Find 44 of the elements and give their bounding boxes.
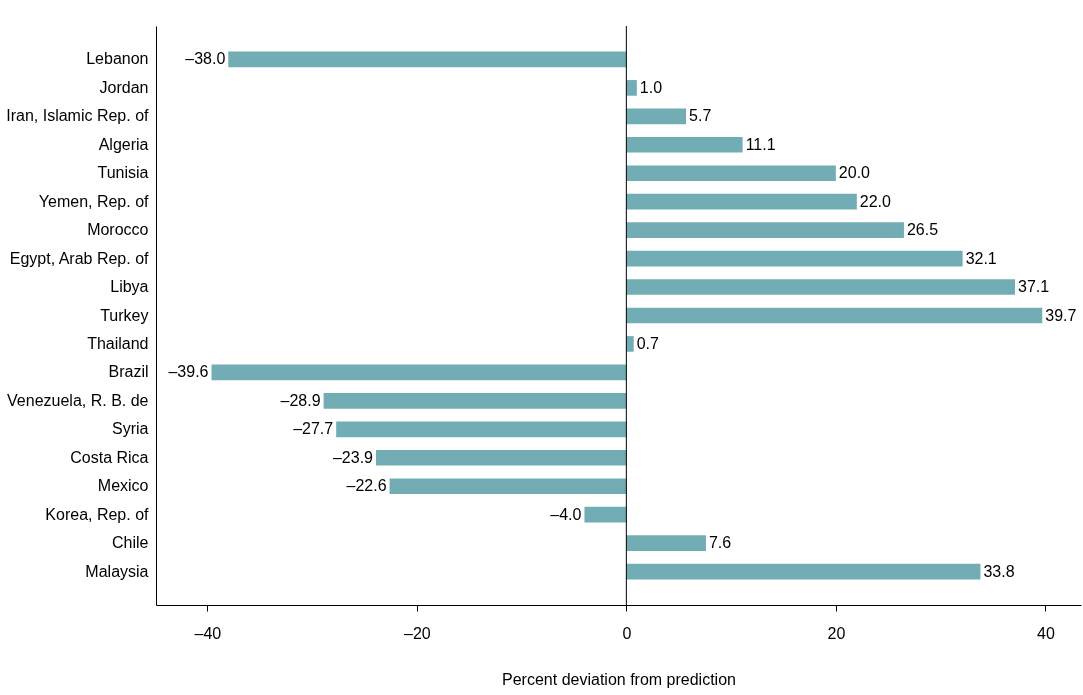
data-label: 33.8 xyxy=(983,562,1015,580)
data-label: 37.1 xyxy=(1018,278,1050,296)
data-label: 11.1 xyxy=(745,135,776,153)
y-tick-label: Egypt, Arab Rep. of xyxy=(9,249,150,267)
x-tick-label: 0 xyxy=(622,624,632,642)
y-tick-label: Lebanon xyxy=(86,50,149,68)
y-tick-label: Algeria xyxy=(98,135,149,153)
x-tick-label: 40 xyxy=(1036,624,1055,642)
y-tick-label: Jordan xyxy=(99,78,149,96)
data-label: –27.7 xyxy=(293,420,334,438)
data-label: 32.1 xyxy=(965,249,997,267)
data-label: 20.0 xyxy=(838,164,871,182)
data-label: –23.9 xyxy=(332,448,374,466)
y-tick-label: Syria xyxy=(112,420,149,438)
data-label: –39.6 xyxy=(168,363,209,381)
data-label: –4.0 xyxy=(550,505,582,523)
data-label: –38.0 xyxy=(185,50,226,68)
x-tick-label: 20 xyxy=(827,624,846,642)
y-tick-label: Malaysia xyxy=(85,562,149,580)
y-tick-label: Tunisia xyxy=(97,164,149,182)
y-tick-label: Iran, Islamic Rep. of xyxy=(6,107,150,125)
data-label: –28.9 xyxy=(280,391,321,409)
y-tick-label: Thailand xyxy=(87,334,149,352)
data-label: 7.6 xyxy=(708,534,732,552)
data-label: 39.7 xyxy=(1045,306,1077,324)
y-tick-label: Mexico xyxy=(97,477,149,495)
y-tick-label: Morocco xyxy=(87,221,149,239)
x-tick-label: –40 xyxy=(194,624,222,642)
y-tick-label: Venezuela, R. B. de xyxy=(7,391,149,409)
y-tick-label: Brazil xyxy=(108,363,149,381)
y-tick-label: Turkey xyxy=(100,306,149,324)
y-tick-label: Libya xyxy=(110,278,149,296)
data-label: 0.7 xyxy=(636,334,660,352)
data-label: 5.7 xyxy=(689,107,712,125)
y-tick-label: Korea, Rep. of xyxy=(45,505,150,523)
data-label: 1.0 xyxy=(639,78,663,96)
data-label: 26.5 xyxy=(906,221,939,239)
y-tick-label: Yemen, Rep. of xyxy=(38,192,150,210)
data-label: –22.6 xyxy=(346,477,387,495)
y-tick-label: Chile xyxy=(112,534,149,552)
data-label: 22.0 xyxy=(859,192,892,210)
y-tick-label: Costa Rica xyxy=(70,448,149,466)
x-axis-title: Percent deviation from prediction xyxy=(502,670,736,688)
x-tick-label: –20 xyxy=(403,624,431,642)
